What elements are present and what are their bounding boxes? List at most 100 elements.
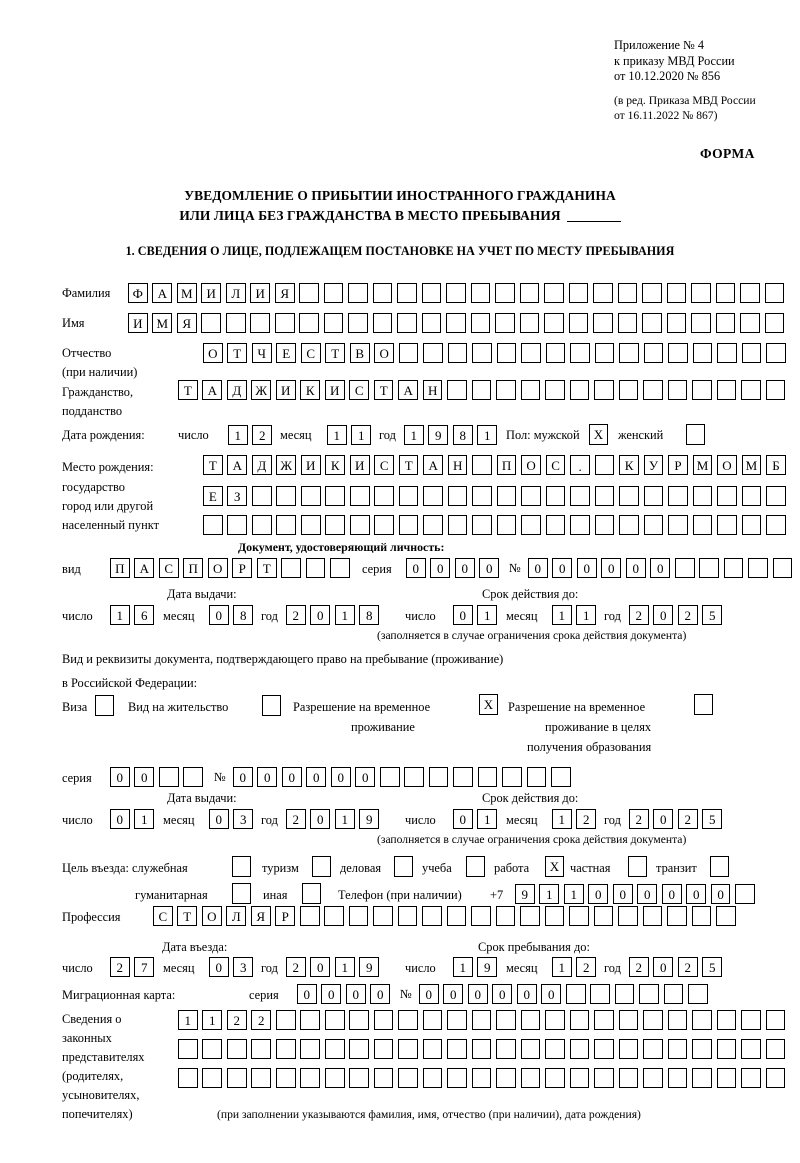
form-cell[interactable] — [471, 380, 492, 400]
form-cell[interactable] — [276, 515, 297, 535]
form-cell[interactable] — [716, 380, 737, 400]
form-cell[interactable]: 1 — [563, 884, 584, 904]
form-cell[interactable]: 2 — [629, 809, 649, 829]
form-cell[interactable]: 1 — [202, 1010, 223, 1030]
form-cell[interactable]: 0 — [552, 558, 573, 578]
form-cell[interactable] — [496, 1039, 516, 1059]
form-cell[interactable]: 2 — [286, 809, 306, 829]
form-cell[interactable]: 0 — [576, 558, 597, 578]
form-cell[interactable]: 1 — [477, 425, 498, 445]
form-cell[interactable] — [766, 486, 786, 506]
form-cell[interactable] — [520, 906, 540, 926]
form-cell[interactable]: 0 — [370, 984, 391, 1004]
form-cell[interactable] — [398, 1068, 418, 1088]
form-cell[interactable] — [692, 380, 712, 400]
form-cell[interactable] — [447, 1010, 467, 1030]
form-cell[interactable] — [349, 1010, 369, 1030]
form-cell[interactable] — [423, 486, 443, 506]
form-cell[interactable] — [642, 906, 663, 926]
form-cell[interactable]: 0 — [492, 984, 513, 1004]
form-cell[interactable]: 0 — [110, 809, 130, 829]
form-cell[interactable] — [453, 767, 473, 787]
form-cell[interactable] — [741, 1068, 761, 1088]
form-cell[interactable] — [374, 486, 394, 506]
form-cell[interactable] — [569, 380, 590, 400]
form-cell[interactable]: С — [158, 558, 179, 578]
form-cell[interactable] — [348, 313, 368, 333]
form-cell[interactable] — [447, 1068, 467, 1088]
form-cell[interactable]: Т — [178, 380, 198, 400]
form-cell[interactable]: Я — [176, 313, 197, 333]
form-cell[interactable] — [619, 343, 639, 363]
form-cell[interactable] — [765, 1068, 786, 1088]
form-cell[interactable]: К — [619, 455, 639, 475]
form-cell[interactable]: Р — [232, 558, 253, 578]
form-cell[interactable] — [717, 343, 737, 363]
form-cell[interactable] — [323, 313, 344, 333]
form-cell[interactable]: Е — [203, 486, 223, 506]
form-cell[interactable]: 0 — [281, 767, 302, 787]
form-cell[interactable]: 0 — [710, 884, 731, 904]
purpose-work-checkbox[interactable]: X — [545, 856, 564, 877]
purpose-business-checkbox[interactable] — [394, 856, 413, 877]
form-cell[interactable] — [472, 515, 492, 535]
form-cell[interactable] — [374, 515, 394, 535]
form-cell[interactable] — [570, 343, 590, 363]
form-cell[interactable]: 1 — [552, 809, 572, 829]
form-cell[interactable] — [618, 380, 639, 400]
form-cell[interactable]: С — [349, 380, 369, 400]
form-cell[interactable] — [183, 767, 204, 787]
form-cell[interactable]: 1 — [477, 809, 498, 829]
form-cell[interactable]: 0 — [430, 558, 451, 578]
form-cell[interactable] — [723, 558, 744, 578]
form-cell[interactable]: 0 — [443, 984, 464, 1004]
form-cell[interactable] — [471, 1068, 492, 1088]
form-cell[interactable]: У — [643, 455, 664, 475]
form-cell[interactable] — [545, 1039, 565, 1059]
form-cell[interactable] — [643, 1010, 663, 1030]
form-cell[interactable]: И — [201, 283, 222, 303]
form-cell[interactable] — [496, 486, 517, 506]
form-cell[interactable]: 6 — [134, 605, 155, 625]
form-cell[interactable] — [667, 1010, 688, 1030]
form-cell[interactable] — [470, 283, 491, 303]
form-cell[interactable] — [225, 313, 246, 333]
form-cell[interactable] — [716, 906, 736, 926]
form-cell[interactable] — [373, 1010, 394, 1030]
form-cell[interactable]: О — [717, 455, 737, 475]
form-cell[interactable] — [642, 283, 662, 303]
form-cell[interactable] — [495, 313, 515, 333]
form-cell[interactable] — [643, 1068, 663, 1088]
form-cell[interactable] — [398, 515, 419, 535]
form-cell[interactable] — [397, 906, 418, 926]
form-cell[interactable]: П — [110, 558, 130, 578]
form-cell[interactable] — [642, 313, 662, 333]
form-cell[interactable] — [520, 380, 541, 400]
form-cell[interactable]: Н — [447, 455, 468, 475]
form-cell[interactable] — [502, 767, 522, 787]
form-cell[interactable] — [349, 1068, 369, 1088]
form-cell[interactable] — [619, 515, 639, 535]
form-cell[interactable] — [590, 984, 610, 1004]
form-cell[interactable] — [716, 1068, 737, 1088]
form-cell[interactable]: 5 — [702, 957, 723, 977]
form-cell[interactable] — [471, 906, 491, 926]
form-cell[interactable]: 2 — [226, 1010, 247, 1030]
form-cell[interactable] — [668, 486, 688, 506]
form-cell[interactable]: 0 — [134, 767, 155, 787]
form-cell[interactable] — [477, 767, 498, 787]
form-cell[interactable]: 2 — [251, 1010, 272, 1030]
form-cell[interactable] — [568, 283, 589, 303]
form-cell[interactable] — [691, 283, 711, 303]
form-cell[interactable]: 0 — [345, 984, 366, 1004]
